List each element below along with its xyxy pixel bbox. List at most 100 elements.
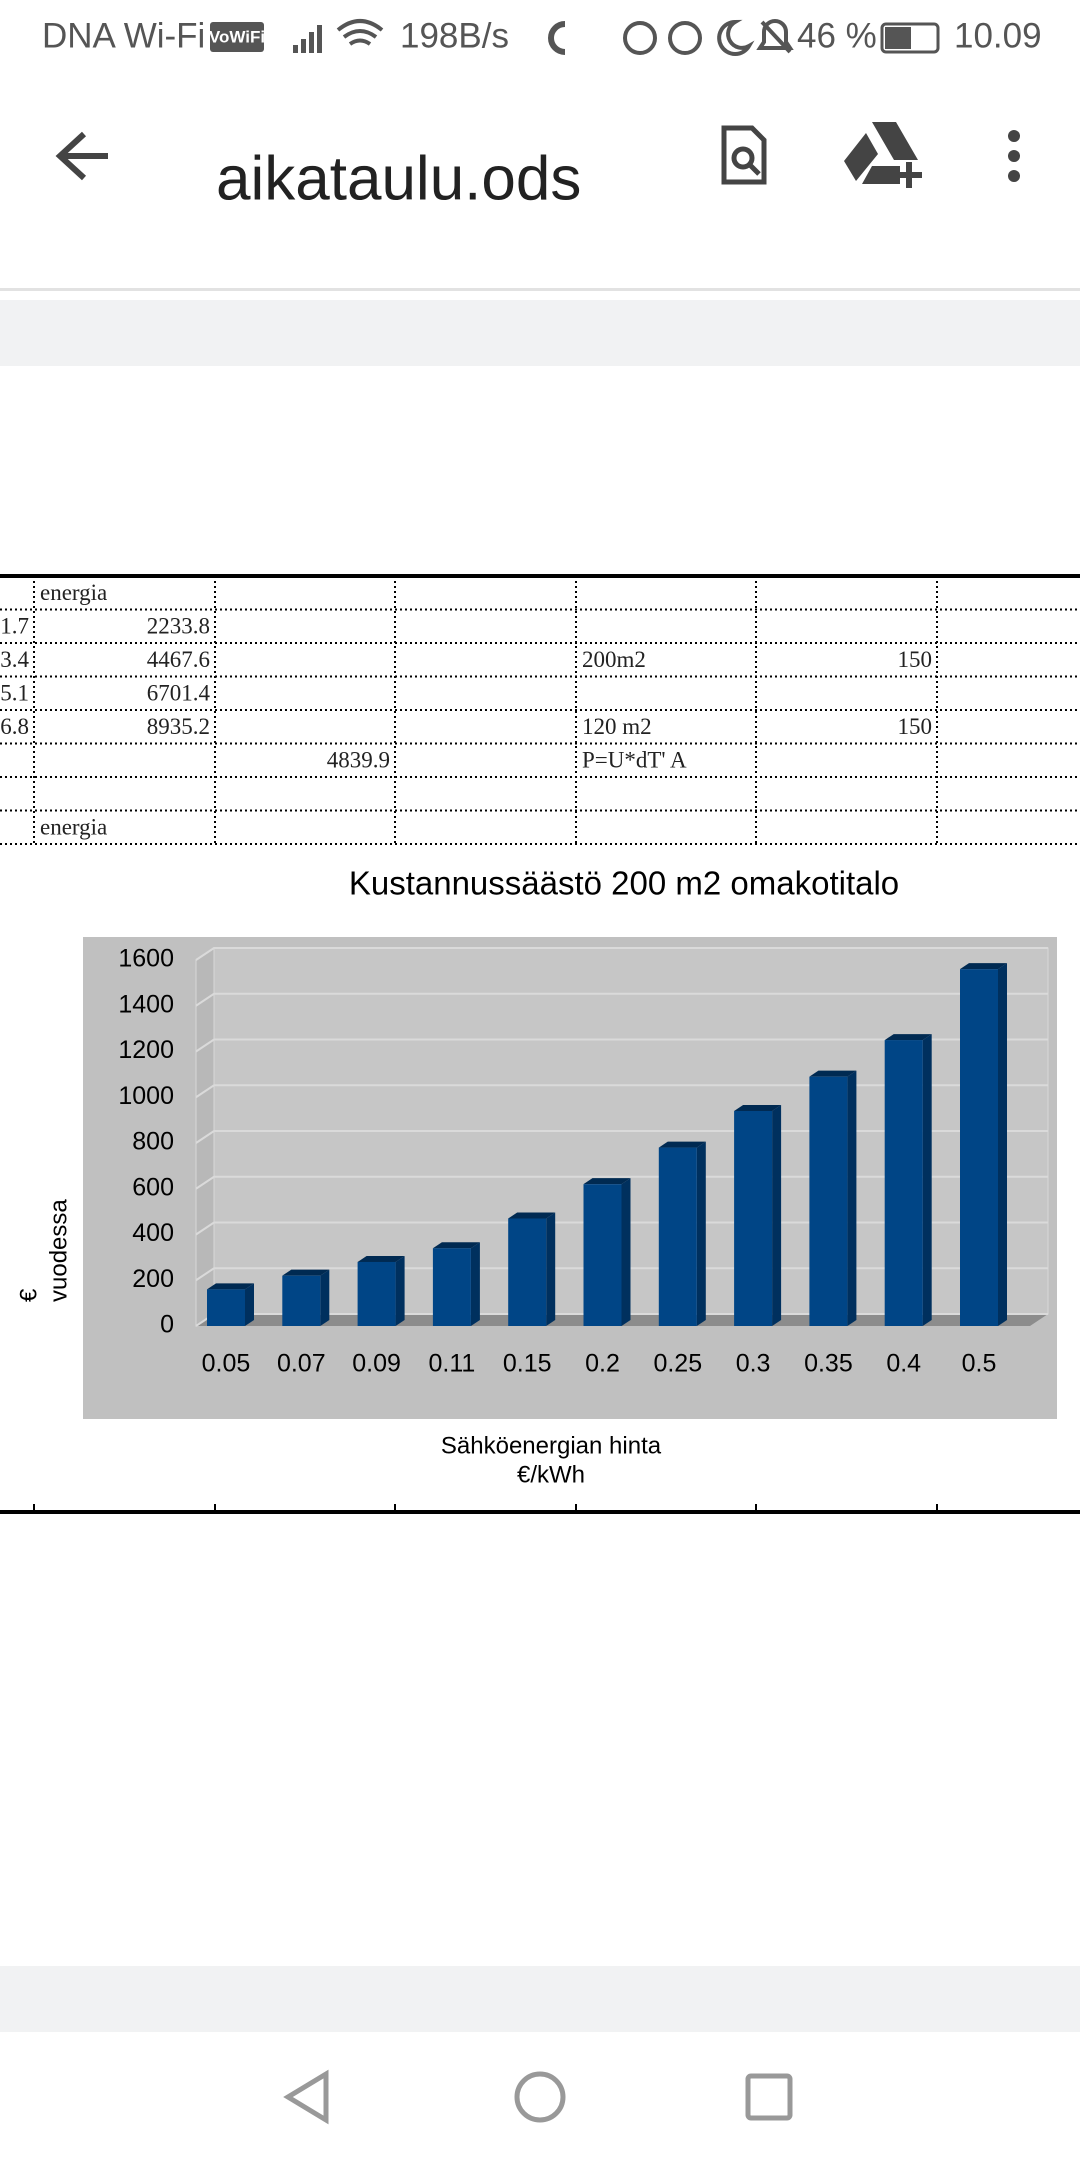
speed: 198B/s <box>400 16 509 55</box>
cell: 150 <box>898 714 933 739</box>
cell: 1.7 <box>0 614 29 639</box>
y-tick-label: 200 <box>132 1265 174 1293</box>
bar-top <box>357 1255 405 1262</box>
cell: 6701.4 <box>147 681 211 706</box>
bar-top <box>960 963 1007 970</box>
find-button[interactable] <box>721 125 767 185</box>
battery-percent: 46 % <box>797 16 877 55</box>
cell: 3.4 <box>0 647 29 672</box>
add-to-drive-button[interactable] <box>844 122 922 188</box>
bar-side <box>470 1242 480 1326</box>
y-tick-label: 0 <box>160 1311 174 1339</box>
bar-side <box>847 1070 857 1326</box>
bar <box>207 1289 245 1326</box>
y-axis-label: vuodessa <box>45 1199 72 1302</box>
sheet-gap <box>0 1966 1080 2032</box>
cell: P=U*dT' A <box>582 748 687 773</box>
sync-icon <box>548 21 566 55</box>
x-axis-label: €/kWh <box>517 1461 585 1488</box>
mute-icon <box>756 19 794 54</box>
bar-top <box>282 1269 330 1276</box>
back-button[interactable] <box>55 131 108 181</box>
sheet-top-border <box>0 574 1080 578</box>
y-tick-label: 1600 <box>118 945 174 973</box>
bar-top <box>432 1242 480 1249</box>
cell: 150 <box>898 647 933 672</box>
vowifi: VoWiFi <box>209 27 265 46</box>
nav-back[interactable] <box>283 2069 329 2125</box>
cell: 6.8 <box>0 714 29 739</box>
x-tick-label: 0.05 <box>202 1350 251 1378</box>
y-tick-label: 800 <box>132 1128 174 1156</box>
bar-side <box>772 1104 782 1326</box>
x-tick-label: 0.11 <box>428 1350 475 1378</box>
chart-title: Kustannussäästö 200 m2 omakotitalo <box>349 865 899 902</box>
bar-side <box>998 963 1007 1326</box>
eco-icon <box>623 21 657 55</box>
nav-recents[interactable] <box>745 2073 793 2121</box>
nav-home[interactable] <box>514 2071 566 2123</box>
bar-side <box>696 1141 706 1326</box>
grid-line <box>195 947 1048 961</box>
bar-top <box>583 1178 631 1185</box>
bar <box>884 1040 923 1326</box>
document-title: aikataulu.ods <box>216 144 581 213</box>
cell: 8935.2 <box>147 714 210 739</box>
bar <box>432 1248 471 1326</box>
sheet-bottom-border <box>0 1510 1080 1514</box>
bar <box>658 1147 697 1326</box>
carrier: DNA Wi-Fi <box>42 16 205 55</box>
bar <box>583 1184 622 1326</box>
moon-icon <box>717 19 755 56</box>
y-tick-label: 600 <box>132 1173 174 1201</box>
bar-side <box>546 1212 556 1326</box>
cell: 5.1 <box>0 681 29 706</box>
x-tick-label: 0.15 <box>503 1350 552 1378</box>
x-tick-label: 0.5 <box>962 1350 997 1378</box>
y-tick-label: 1400 <box>118 990 174 1018</box>
battery-icon <box>880 22 940 54</box>
bar <box>357 1261 396 1326</box>
bar <box>809 1076 848 1326</box>
x-tick-label: 0.4 <box>886 1350 921 1378</box>
battery-level <box>885 27 911 49</box>
y-tick-label: 400 <box>132 1219 174 1247</box>
cell: energia <box>40 580 107 605</box>
bar-top <box>207 1283 254 1290</box>
grid-line <box>195 1038 1048 1053</box>
x-axis-label: Sähköenergian hinta <box>441 1432 662 1459</box>
bar-top <box>658 1141 706 1148</box>
bar-top <box>734 1104 782 1111</box>
grid-line <box>195 992 1048 1007</box>
bar-side <box>621 1178 631 1326</box>
bar <box>960 969 998 1326</box>
x-tick-label: 0.3 <box>736 1350 771 1378</box>
cell: 4467.6 <box>147 647 210 672</box>
bar-top <box>508 1212 556 1219</box>
bar-top <box>884 1034 932 1041</box>
cell: energia <box>40 815 107 840</box>
wifi-icon <box>336 19 384 46</box>
bar <box>508 1218 547 1326</box>
bar-side <box>245 1283 254 1326</box>
x-tick-label: 0.07 <box>277 1350 326 1378</box>
bar-side <box>320 1269 330 1326</box>
more-button[interactable] <box>1008 130 1020 182</box>
bar-side <box>395 1255 405 1326</box>
x-tick-label: 0.35 <box>804 1350 853 1378</box>
cell: 4839.9 <box>327 748 390 773</box>
bar <box>734 1110 773 1326</box>
x-tick-label: 0.25 <box>653 1350 702 1378</box>
cell: 120 m2 <box>582 714 652 739</box>
cell: 200m2 <box>582 647 646 672</box>
bar-top <box>809 1070 857 1077</box>
vowifi-badge <box>210 22 264 52</box>
alarm-icon <box>668 21 702 55</box>
divider <box>0 288 1080 291</box>
y-axis-label-group: € vuodessa <box>15 1199 72 1302</box>
clock: 10.09 <box>954 16 1042 55</box>
grid-line <box>195 1084 1048 1099</box>
x-tick-label: 0.09 <box>352 1350 401 1378</box>
